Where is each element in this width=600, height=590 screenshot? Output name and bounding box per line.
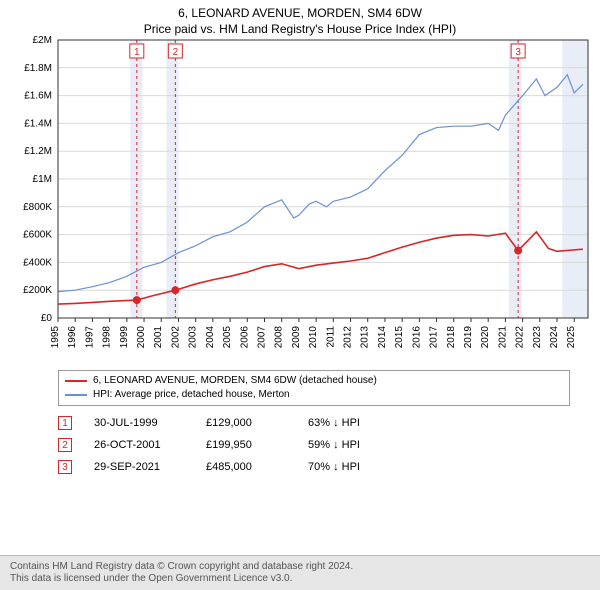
transaction-date: 30-JUL-1999 [94, 417, 184, 429]
svg-text:2018: 2018 [446, 326, 457, 349]
svg-text:2010: 2010 [308, 326, 319, 349]
svg-text:2009: 2009 [291, 326, 302, 349]
svg-text:1: 1 [134, 47, 140, 58]
svg-text:2011: 2011 [325, 326, 336, 348]
svg-text:1995: 1995 [50, 326, 61, 349]
svg-text:2004: 2004 [205, 326, 216, 349]
svg-text:£1.6M: £1.6M [24, 91, 52, 102]
chart-subtitle: Price paid vs. HM Land Registry's House … [0, 20, 600, 36]
transaction-marker: 2 [58, 438, 72, 452]
transaction-pct: 59% ↓ HPI [308, 439, 398, 451]
svg-text:2025: 2025 [566, 326, 577, 349]
svg-text:£600K: £600K [23, 230, 52, 241]
svg-text:£2M: £2M [33, 36, 52, 46]
legend-swatch-series2 [65, 394, 87, 396]
transaction-date: 29-SEP-2021 [94, 461, 184, 473]
transaction-pct: 63% ↓ HPI [308, 417, 398, 429]
svg-text:2007: 2007 [256, 326, 267, 349]
svg-text:2008: 2008 [274, 326, 285, 349]
license-footer: Contains HM Land Registry data © Crown c… [0, 555, 600, 590]
transaction-price: £129,000 [206, 417, 286, 429]
transaction-marker: 1 [58, 416, 72, 430]
chart-title: 6, LEONARD AVENUE, MORDEN, SM4 6DW [0, 0, 600, 20]
svg-text:2003: 2003 [188, 326, 199, 349]
svg-text:£1.2M: £1.2M [24, 146, 52, 157]
svg-text:£1.4M: £1.4M [24, 118, 52, 129]
transaction-price: £199,950 [206, 439, 286, 451]
svg-text:1998: 1998 [102, 326, 113, 349]
svg-text:£800K: £800K [23, 202, 52, 213]
transaction-row: 1 30-JUL-1999 £129,000 63% ↓ HPI [58, 412, 600, 434]
svg-text:2001: 2001 [153, 326, 164, 349]
svg-text:£1M: £1M [33, 174, 52, 185]
transaction-price: £485,000 [206, 461, 286, 473]
svg-text:2006: 2006 [239, 326, 250, 349]
svg-text:2024: 2024 [549, 326, 560, 349]
svg-text:2020: 2020 [480, 326, 491, 349]
svg-text:2015: 2015 [394, 326, 405, 349]
transaction-date: 26-OCT-2001 [94, 439, 184, 451]
legend-swatch-series1 [65, 380, 87, 382]
svg-text:2019: 2019 [463, 326, 474, 349]
transactions-table: 1 30-JUL-1999 £129,000 63% ↓ HPI 2 26-OCT-200… [58, 412, 600, 478]
svg-text:£0: £0 [41, 313, 53, 324]
svg-text:1997: 1997 [84, 326, 95, 349]
svg-text:2012: 2012 [343, 326, 354, 349]
svg-text:2: 2 [173, 47, 179, 58]
svg-text:2017: 2017 [429, 326, 440, 349]
svg-text:2014: 2014 [377, 326, 388, 349]
svg-text:2016: 2016 [411, 326, 422, 349]
svg-text:2002: 2002 [170, 326, 181, 349]
svg-text:3: 3 [515, 47, 521, 58]
transaction-marker: 3 [58, 460, 72, 474]
transaction-row: 3 29-SEP-2021 £485,000 70% ↓ HPI [58, 456, 600, 478]
svg-text:2021: 2021 [497, 326, 508, 349]
svg-text:£1.8M: £1.8M [24, 63, 52, 74]
transaction-row: 2 26-OCT-2001 £199,950 59% ↓ HPI [58, 434, 600, 456]
svg-text:2013: 2013 [360, 326, 371, 349]
legend-label-series2: HPI: Average price, detached house, Mert… [93, 388, 290, 402]
price-chart: £0 £200K £400K £600K £800K £1M £1.2M £1.4M £1.6M… [0, 36, 600, 366]
svg-text:1996: 1996 [67, 326, 78, 349]
svg-text:2000: 2000 [136, 326, 147, 349]
svg-text:£200K: £200K [23, 285, 52, 296]
svg-text:1999: 1999 [119, 326, 130, 349]
legend: 6, LEONARD AVENUE, MORDEN, SM4 6DW (deta… [58, 370, 570, 406]
legend-label-series1: 6, LEONARD AVENUE, MORDEN, SM4 6DW (deta… [93, 374, 377, 388]
transaction-pct: 70% ↓ HPI [308, 461, 398, 473]
svg-text:2022: 2022 [515, 326, 526, 349]
svg-text:£400K: £400K [23, 257, 52, 268]
svg-text:2005: 2005 [222, 326, 233, 349]
svg-text:2023: 2023 [532, 326, 543, 349]
